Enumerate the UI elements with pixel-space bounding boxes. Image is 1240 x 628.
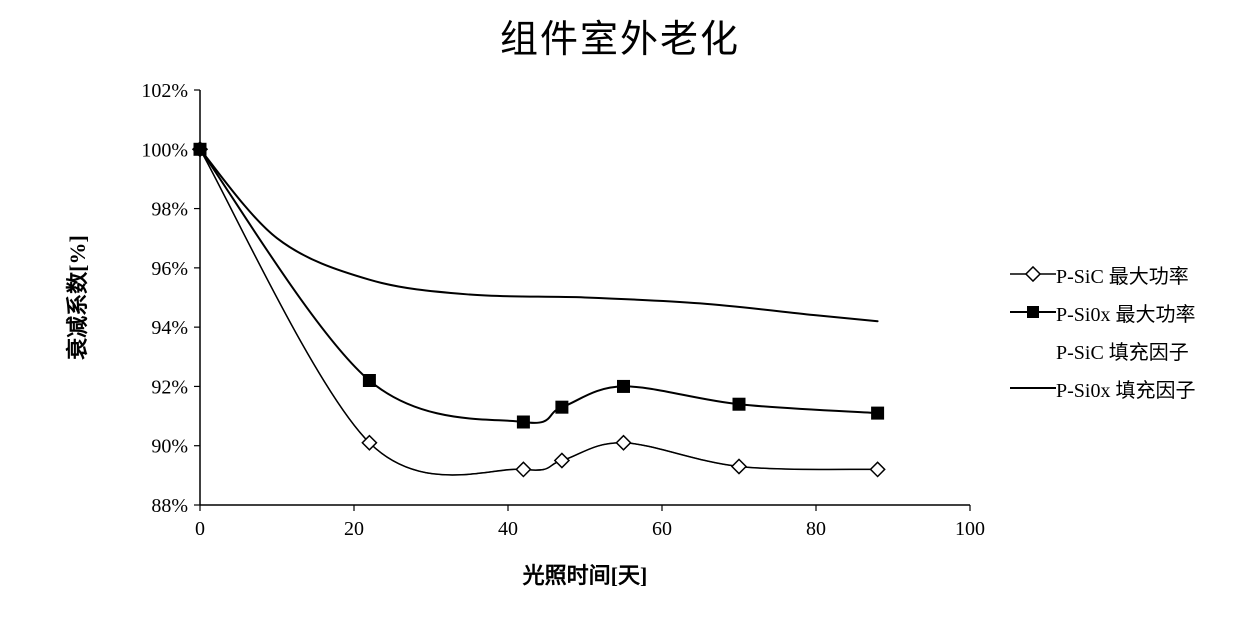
legend-swatch-icon bbox=[1010, 302, 1056, 322]
legend-item-p-siox-pmax: P-Si0x 最大功率 bbox=[1010, 298, 1240, 326]
chart-svg: 0 20 40 60 80 100 88% 90% 92% 94% 96% 98% 100% 102% 光照… bbox=[40, 60, 1000, 600]
legend-label: P-Si0x 最大功率 bbox=[1056, 298, 1195, 327]
svg-text:100: 100 bbox=[955, 518, 985, 540]
legend-swatch-icon bbox=[1010, 340, 1056, 360]
svg-text:92%: 92% bbox=[151, 376, 188, 398]
legend-swatch-icon bbox=[1010, 378, 1056, 398]
svg-text:光照时间[天]: 光照时间[天] bbox=[522, 563, 648, 588]
legend-swatch-icon bbox=[1010, 264, 1056, 284]
chart-container: 0 20 40 60 80 100 88% 90% 92% 94% 96% 98% 100% 102% 光照… bbox=[40, 60, 1000, 600]
svg-text:98%: 98% bbox=[151, 199, 188, 221]
legend-item-p-sic-pmax: P-SiC 最大功率 bbox=[1010, 260, 1240, 288]
legend-label: P-SiC 最大功率 bbox=[1056, 260, 1189, 289]
svg-text:100%: 100% bbox=[141, 139, 188, 161]
svg-text:20: 20 bbox=[344, 518, 364, 540]
svg-text:90%: 90% bbox=[151, 436, 188, 458]
legend: P-SiC 最大功率 P-Si0x 最大功率 P-SiC 填充因子 P-Si0x… bbox=[1010, 250, 1240, 412]
svg-text:102%: 102% bbox=[141, 80, 188, 102]
svg-text:80: 80 bbox=[806, 518, 826, 540]
svg-text:衰减系数[%]: 衰减系数[%] bbox=[65, 235, 90, 361]
chart-title: 组件室外老化 bbox=[0, 8, 1240, 63]
svg-text:94%: 94% bbox=[151, 317, 188, 339]
svg-text:60: 60 bbox=[652, 518, 672, 540]
svg-text:40: 40 bbox=[498, 518, 518, 540]
legend-label: P-SiC 填充因子 bbox=[1056, 336, 1189, 365]
legend-item-p-sic-ff: P-SiC 填充因子 bbox=[1010, 336, 1240, 364]
page-root: 组件室外老化 0 20 40 60 80 100 88% 90% 92% 94% 96% 98% 100… bbox=[0, 0, 1240, 628]
legend-label: P-Si0x 填充因子 bbox=[1056, 374, 1195, 403]
legend-item-p-siox-ff: P-Si0x 填充因子 bbox=[1010, 374, 1240, 402]
svg-text:96%: 96% bbox=[151, 258, 188, 280]
svg-text:88%: 88% bbox=[151, 495, 188, 517]
svg-text:0: 0 bbox=[195, 518, 205, 540]
